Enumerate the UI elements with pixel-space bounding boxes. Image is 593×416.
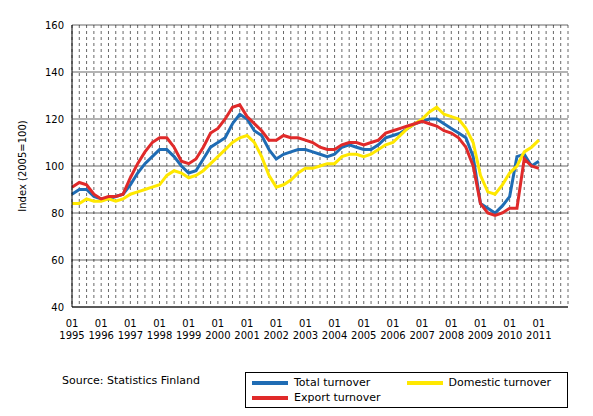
html-text:Domestic turnover: Domestic turnover [448,376,551,389]
svg-text:Index (2005=100): Index (2005=100) [17,120,28,212]
svg-text:012011: 012011 [526,318,551,341]
svg-text:120: 120 [45,114,64,125]
svg-text:012009: 012009 [468,318,493,341]
svg-text:011997: 011997 [118,318,143,341]
svg-text:60: 60 [51,255,64,266]
svg-text:011996: 011996 [88,318,113,341]
svg-text:012000: 012000 [205,318,230,341]
svg-text:012003: 012003 [293,318,318,341]
svg-text:160: 160 [45,20,64,31]
svg-text:011995: 011995 [59,318,84,341]
svg-text:012005: 012005 [351,318,376,341]
svg-text:80: 80 [51,208,64,219]
svg-text:012004: 012004 [322,318,347,341]
svg-text:012010: 012010 [497,318,522,341]
svg-text:011998: 011998 [147,318,172,341]
svg-text:100: 100 [45,161,64,172]
html-text:Export turnover: Export turnover [294,391,381,404]
svg-text:012006: 012006 [380,318,405,341]
svg-text:011999: 011999 [176,318,201,341]
svg-text:40: 40 [51,302,64,313]
html-text:Source: Statistics Finland: Source: Statistics Finland [62,374,201,387]
svg-text:012001: 012001 [234,318,259,341]
svg-text:012002: 012002 [264,318,289,341]
html-text:Total turnover: Total turnover [294,376,371,389]
svg-text:012008: 012008 [439,318,464,341]
svg-text:140: 140 [45,67,64,78]
svg-text:012007: 012007 [409,318,434,341]
